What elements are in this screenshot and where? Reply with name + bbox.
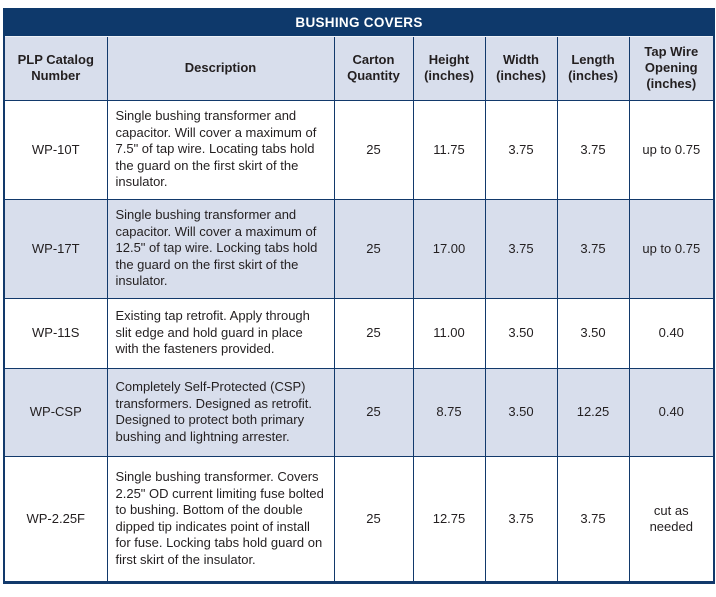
width-cell: 3.75 xyxy=(484,198,558,299)
carton-quantity-cell: 25 xyxy=(333,367,414,457)
height-cell: 11.00 xyxy=(412,297,486,369)
width-cell: 3.50 xyxy=(484,367,558,457)
height-cell: 12.75 xyxy=(412,455,486,584)
table-row-wp-17t: WP-17T Single bushing transformer and ca… xyxy=(3,198,715,299)
height-cell: 8.75 xyxy=(412,367,486,457)
table-title: BUSHING COVERS xyxy=(2,8,716,37)
col-header-tap-wire-opening: Tap Wire Opening (inches) xyxy=(628,35,715,101)
carton-quantity-cell: 25 xyxy=(333,99,414,200)
description-cell: Single bushing transformer and capacitor… xyxy=(106,99,335,200)
height-cell: 17.00 xyxy=(412,198,486,299)
col-header-plp-catalog-number: PLP Catalog Number xyxy=(3,35,108,101)
tap-wire-opening-cell: up to 0.75 xyxy=(628,99,715,200)
tap-wire-opening-cell: cut as needed xyxy=(628,455,715,584)
width-cell: 3.50 xyxy=(484,297,558,369)
catalog-number-cell: WP-CSP xyxy=(3,367,108,457)
tap-wire-opening-cell: 0.40 xyxy=(628,367,715,457)
length-cell: 3.75 xyxy=(556,99,630,200)
table-row-wp-11s: WP-11S Existing tap retrofit. Apply thro… xyxy=(3,297,715,369)
column-header-row: PLP Catalog Number Description Carton Qu… xyxy=(3,35,715,101)
carton-quantity-cell: 25 xyxy=(333,297,414,369)
description-cell: Existing tap retrofit. Apply through sli… xyxy=(106,297,335,369)
col-header-width: Width (inches) xyxy=(484,35,558,101)
catalog-number-cell: WP-17T xyxy=(3,198,108,299)
description-cell: Single bushing transformer. Covers 2.25"… xyxy=(106,455,335,584)
length-cell: 12.25 xyxy=(556,367,630,457)
height-cell: 11.75 xyxy=(412,99,486,200)
col-header-length: Length (inches) xyxy=(556,35,630,101)
table-row-wp-2-25f: WP-2.25F Single bushing transformer. Cov… xyxy=(3,455,715,584)
title-row: BUSHING COVERS xyxy=(2,8,716,37)
bushing-covers-table: BUSHING COVERS PLP Catalog Number Descri… xyxy=(2,8,716,584)
description-cell: Completely Self-Protected (CSP) transfor… xyxy=(106,367,335,457)
col-header-carton-quantity: Carton Quantity xyxy=(333,35,414,101)
carton-quantity-cell: 25 xyxy=(333,455,414,584)
width-cell: 3.75 xyxy=(484,455,558,584)
tap-wire-opening-cell: 0.40 xyxy=(628,297,715,369)
width-cell: 3.75 xyxy=(484,99,558,200)
carton-quantity-cell: 25 xyxy=(333,198,414,299)
description-cell: Single bushing transformer and capacitor… xyxy=(106,198,335,299)
catalog-number-cell: WP-11S xyxy=(3,297,108,369)
catalog-number-cell: WP-2.25F xyxy=(3,455,108,584)
col-header-description: Description xyxy=(106,35,335,101)
length-cell: 3.75 xyxy=(556,198,630,299)
length-cell: 3.50 xyxy=(556,297,630,369)
table-row-wp-csp: WP-CSP Completely Self-Protected (CSP) t… xyxy=(3,367,715,457)
length-cell: 3.75 xyxy=(556,455,630,584)
table-row-wp-10t: WP-10T Single bushing transformer and ca… xyxy=(3,99,715,200)
tap-wire-opening-cell: up to 0.75 xyxy=(628,198,715,299)
catalog-number-cell: WP-10T xyxy=(3,99,108,200)
col-header-height: Height (inches) xyxy=(412,35,486,101)
